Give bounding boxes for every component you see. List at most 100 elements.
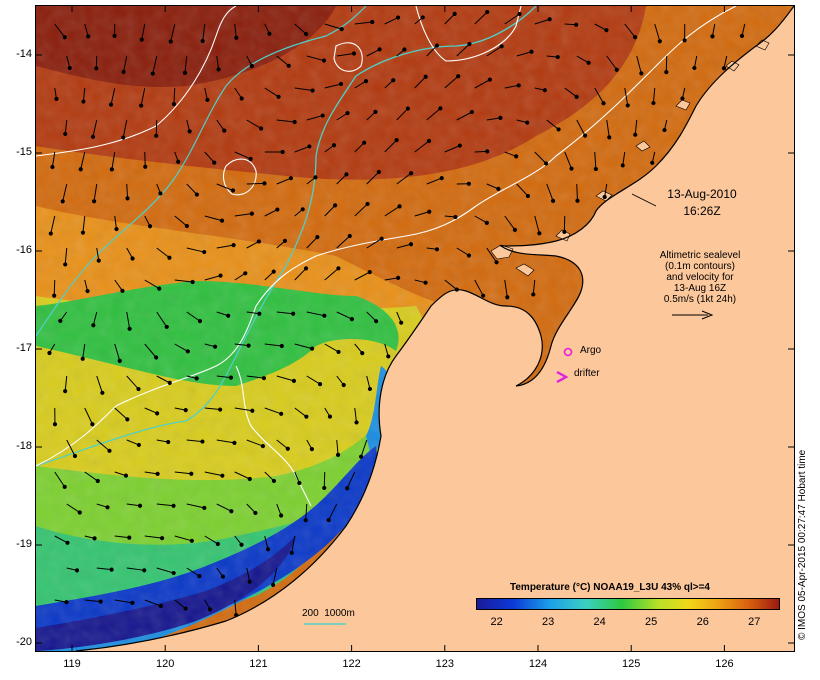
velocity-arrow-head xyxy=(234,35,239,40)
velocity-arrow-head xyxy=(108,102,114,107)
velocity-arrow xyxy=(114,343,121,362)
velocity-arrow xyxy=(606,119,610,138)
velocity-arrow-head xyxy=(200,38,205,44)
altimetry-line-5: 0.5m/s (1kt 24h) xyxy=(663,294,737,305)
velocity-arrow xyxy=(80,151,86,170)
velocity-arrow xyxy=(204,471,223,477)
velocity-arrow-head xyxy=(650,160,655,165)
velocity-arrow-head xyxy=(120,288,125,293)
velocity-arrow xyxy=(144,407,158,414)
velocity-arrow-head xyxy=(327,414,333,419)
velocity-arrow xyxy=(82,343,86,359)
velocity-arrow-head xyxy=(710,34,715,39)
velocity-arrow-head xyxy=(189,538,194,543)
velocity-arrow-head xyxy=(582,133,588,138)
velocity-arrow xyxy=(156,503,174,507)
lon-tick-label: 125 xyxy=(622,658,641,670)
velocity-arrow xyxy=(328,503,338,521)
lon-tick-label: 126 xyxy=(715,658,734,670)
lon-tick-label: 124 xyxy=(528,658,548,670)
velocity-arrow xyxy=(306,311,325,317)
velocity-arrow-head xyxy=(322,313,327,318)
velocity-arrow xyxy=(384,343,389,357)
velocity-arrow xyxy=(426,107,441,121)
velocity-arrow xyxy=(84,471,99,482)
altimetry-line-2: (0.1m contours) xyxy=(664,261,736,272)
velocity-arrow xyxy=(634,119,638,135)
velocity-arrow xyxy=(246,439,264,447)
velocity-arrow xyxy=(516,183,529,197)
velocity-arrow xyxy=(306,236,318,249)
velocity-arrow-head xyxy=(336,266,341,271)
velocity-arrow-head xyxy=(498,115,503,120)
velocity-arrow-head xyxy=(63,389,68,394)
velocity-arrow-head xyxy=(247,476,252,482)
velocity-arrow xyxy=(96,375,103,393)
velocity-arrow-head xyxy=(90,422,95,427)
velocity-arrow xyxy=(534,215,540,234)
velocity-arrow xyxy=(366,375,371,390)
velocity-arrow xyxy=(216,244,234,249)
velocity-arrow-head xyxy=(220,574,226,579)
velocity-arrow xyxy=(126,311,131,329)
velocity-arrow xyxy=(54,471,66,488)
velocity-arrow-head xyxy=(160,536,165,541)
velocity-arrow-head xyxy=(226,313,231,318)
velocity-arrow-head xyxy=(136,386,141,392)
lat-tick-label: -20 xyxy=(16,636,32,648)
drifter-label: drifter xyxy=(574,368,600,379)
lat-tick-label: -15 xyxy=(16,146,32,158)
velocity-arrow-head xyxy=(187,129,192,134)
velocity-arrow-head xyxy=(391,78,396,83)
velocity-arrow xyxy=(204,215,223,222)
velocity-arrow-head xyxy=(331,143,337,148)
velocity-arrow-head xyxy=(373,109,378,114)
velocity-arrow xyxy=(576,55,589,64)
velocity-arrow-head xyxy=(452,11,457,16)
velocity-arrow-head xyxy=(182,70,188,75)
velocity-arrow-head xyxy=(292,119,297,125)
velocity-arrow-head xyxy=(105,505,110,510)
velocity-arrow-head xyxy=(92,536,97,541)
velocity-arrow xyxy=(126,183,129,199)
velocity-arrow xyxy=(594,23,607,31)
velocity-arrow-head xyxy=(276,94,281,99)
velocity-arrow-head xyxy=(86,34,91,39)
lat-tick-label: -14 xyxy=(16,48,32,60)
velocity-arrow-head xyxy=(197,319,203,324)
velocity-arrow-head xyxy=(248,156,253,162)
velocity-arrow-head xyxy=(85,288,90,294)
velocity-arrow xyxy=(93,183,98,202)
velocity-arrow-head xyxy=(243,271,248,276)
velocity-arrow-head xyxy=(307,144,312,149)
velocity-arrow-head xyxy=(234,612,239,618)
velocity-arrow-head xyxy=(261,376,267,381)
velocity-arrow xyxy=(144,343,157,358)
velocity-arrow-head xyxy=(300,207,305,212)
velocity-arrow-head xyxy=(107,448,112,453)
velocity-arrow-head xyxy=(279,513,284,518)
velocity-arrow-head xyxy=(405,106,411,111)
velocity-arrow-head xyxy=(279,343,284,349)
velocity-arrow xyxy=(486,45,502,57)
velocity-arrow xyxy=(336,112,348,121)
velocity-arrow xyxy=(264,471,275,482)
velocity-arrow-head xyxy=(516,83,521,88)
velocity-arrow-head xyxy=(230,188,236,193)
velocity-arrow xyxy=(50,215,56,234)
velocity-arrow xyxy=(294,23,307,35)
velocity-arrow-head xyxy=(280,149,285,155)
velocity-arrow-head xyxy=(481,293,486,298)
sst-map xyxy=(35,5,795,652)
velocity-arrow-head xyxy=(341,382,346,388)
velocity-arrow xyxy=(126,439,140,446)
velocity-arrow xyxy=(126,375,139,390)
velocity-arrow-head xyxy=(423,74,428,79)
velocity-arrow-head xyxy=(257,311,262,316)
temperature-legend: Temperature (°C) NOAA19_L3U 43% ql>=4 22… xyxy=(440,582,780,638)
legend-tick-label: 26 xyxy=(696,616,709,628)
velocity-arrow xyxy=(354,203,368,217)
velocity-arrow-head xyxy=(310,88,315,93)
velocity-arrow xyxy=(564,87,577,98)
velocity-arrow xyxy=(141,23,146,40)
